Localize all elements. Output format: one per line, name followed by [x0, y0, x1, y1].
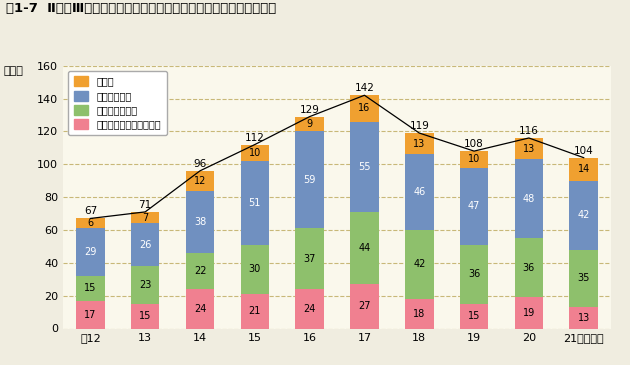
Bar: [350, 95, 379, 122]
Text: 24: 24: [304, 304, 316, 314]
Bar: [350, 122, 379, 212]
Text: 21: 21: [249, 306, 261, 316]
Bar: [405, 230, 433, 299]
Bar: [241, 161, 269, 245]
Bar: [515, 297, 543, 328]
Bar: [295, 131, 324, 228]
Text: 96: 96: [193, 159, 207, 169]
Bar: [460, 151, 488, 168]
Text: 19: 19: [523, 308, 535, 318]
Bar: [186, 253, 214, 289]
Text: 42: 42: [413, 260, 425, 269]
Text: 18: 18: [413, 309, 425, 319]
Text: 35: 35: [578, 273, 590, 283]
Text: 36: 36: [523, 263, 535, 273]
Text: 36: 36: [468, 269, 480, 279]
Text: 142: 142: [355, 83, 374, 93]
Text: 12: 12: [194, 176, 206, 186]
Bar: [131, 304, 159, 328]
Text: 13: 13: [413, 139, 425, 149]
Text: 116: 116: [519, 126, 539, 136]
Bar: [405, 133, 433, 154]
Bar: [570, 158, 598, 181]
Text: 15: 15: [139, 311, 151, 321]
Bar: [460, 245, 488, 304]
Text: 47: 47: [468, 201, 480, 211]
Bar: [515, 159, 543, 238]
Bar: [460, 304, 488, 328]
Text: 7: 7: [142, 213, 148, 223]
Text: 22: 22: [194, 266, 206, 276]
Text: 16: 16: [358, 103, 370, 114]
Bar: [76, 301, 105, 328]
Bar: [131, 266, 159, 304]
Bar: [241, 145, 269, 161]
Text: 17: 17: [84, 310, 96, 319]
Text: 29: 29: [84, 247, 96, 257]
Legend: 指定職, 本府省課長等, 地方支部局長等, 外務省（大使・総領事）: 指定職, 本府省課長等, 地方支部局長等, 外務省（大使・総領事）: [68, 70, 166, 135]
Text: 10: 10: [468, 154, 480, 164]
Text: 15: 15: [84, 283, 96, 293]
Bar: [295, 228, 324, 289]
Text: 15: 15: [468, 311, 480, 321]
Text: 37: 37: [304, 254, 316, 264]
Text: 46: 46: [413, 187, 425, 197]
Bar: [76, 276, 105, 301]
Text: 71: 71: [139, 200, 152, 210]
Bar: [131, 212, 159, 223]
Text: 59: 59: [304, 175, 316, 185]
Text: 26: 26: [139, 240, 151, 250]
Bar: [186, 289, 214, 329]
Text: 24: 24: [194, 304, 206, 314]
Text: 14: 14: [578, 164, 590, 174]
Bar: [295, 117, 324, 131]
Bar: [186, 171, 214, 191]
Text: 129: 129: [300, 105, 319, 115]
Text: 67: 67: [84, 207, 97, 216]
Text: 44: 44: [358, 243, 370, 253]
Text: （人）: （人）: [3, 66, 23, 76]
Bar: [76, 228, 105, 276]
Bar: [515, 238, 543, 297]
Text: 13: 13: [578, 313, 590, 323]
Bar: [570, 307, 598, 328]
Text: 48: 48: [523, 194, 535, 204]
Text: 10: 10: [249, 148, 261, 158]
Text: 108: 108: [464, 139, 484, 149]
Text: 13: 13: [523, 144, 535, 154]
Text: 42: 42: [578, 210, 590, 220]
Bar: [241, 294, 269, 328]
Text: 104: 104: [574, 146, 593, 156]
Text: 30: 30: [249, 264, 261, 274]
Bar: [241, 245, 269, 294]
Text: 9: 9: [307, 119, 312, 129]
Bar: [405, 299, 433, 328]
Bar: [131, 223, 159, 266]
Bar: [186, 191, 214, 253]
Text: 23: 23: [139, 280, 151, 290]
Text: 55: 55: [358, 162, 370, 172]
Bar: [405, 154, 433, 230]
Bar: [570, 181, 598, 250]
Bar: [515, 138, 543, 159]
Text: 図1-7  Ⅱ種・Ⅲ種等採用職員の新たな任用状況（本府省課長級以上）: 図1-7 Ⅱ種・Ⅲ種等採用職員の新たな任用状況（本府省課長級以上）: [6, 2, 277, 15]
Text: 51: 51: [249, 198, 261, 208]
Bar: [460, 168, 488, 245]
Text: 112: 112: [245, 132, 265, 143]
Text: 27: 27: [358, 301, 370, 311]
Bar: [76, 218, 105, 228]
Bar: [295, 289, 324, 329]
Text: 6: 6: [88, 218, 93, 228]
Bar: [350, 284, 379, 328]
Bar: [350, 212, 379, 284]
Text: 38: 38: [194, 217, 206, 227]
Text: 119: 119: [410, 121, 429, 131]
Bar: [570, 250, 598, 307]
